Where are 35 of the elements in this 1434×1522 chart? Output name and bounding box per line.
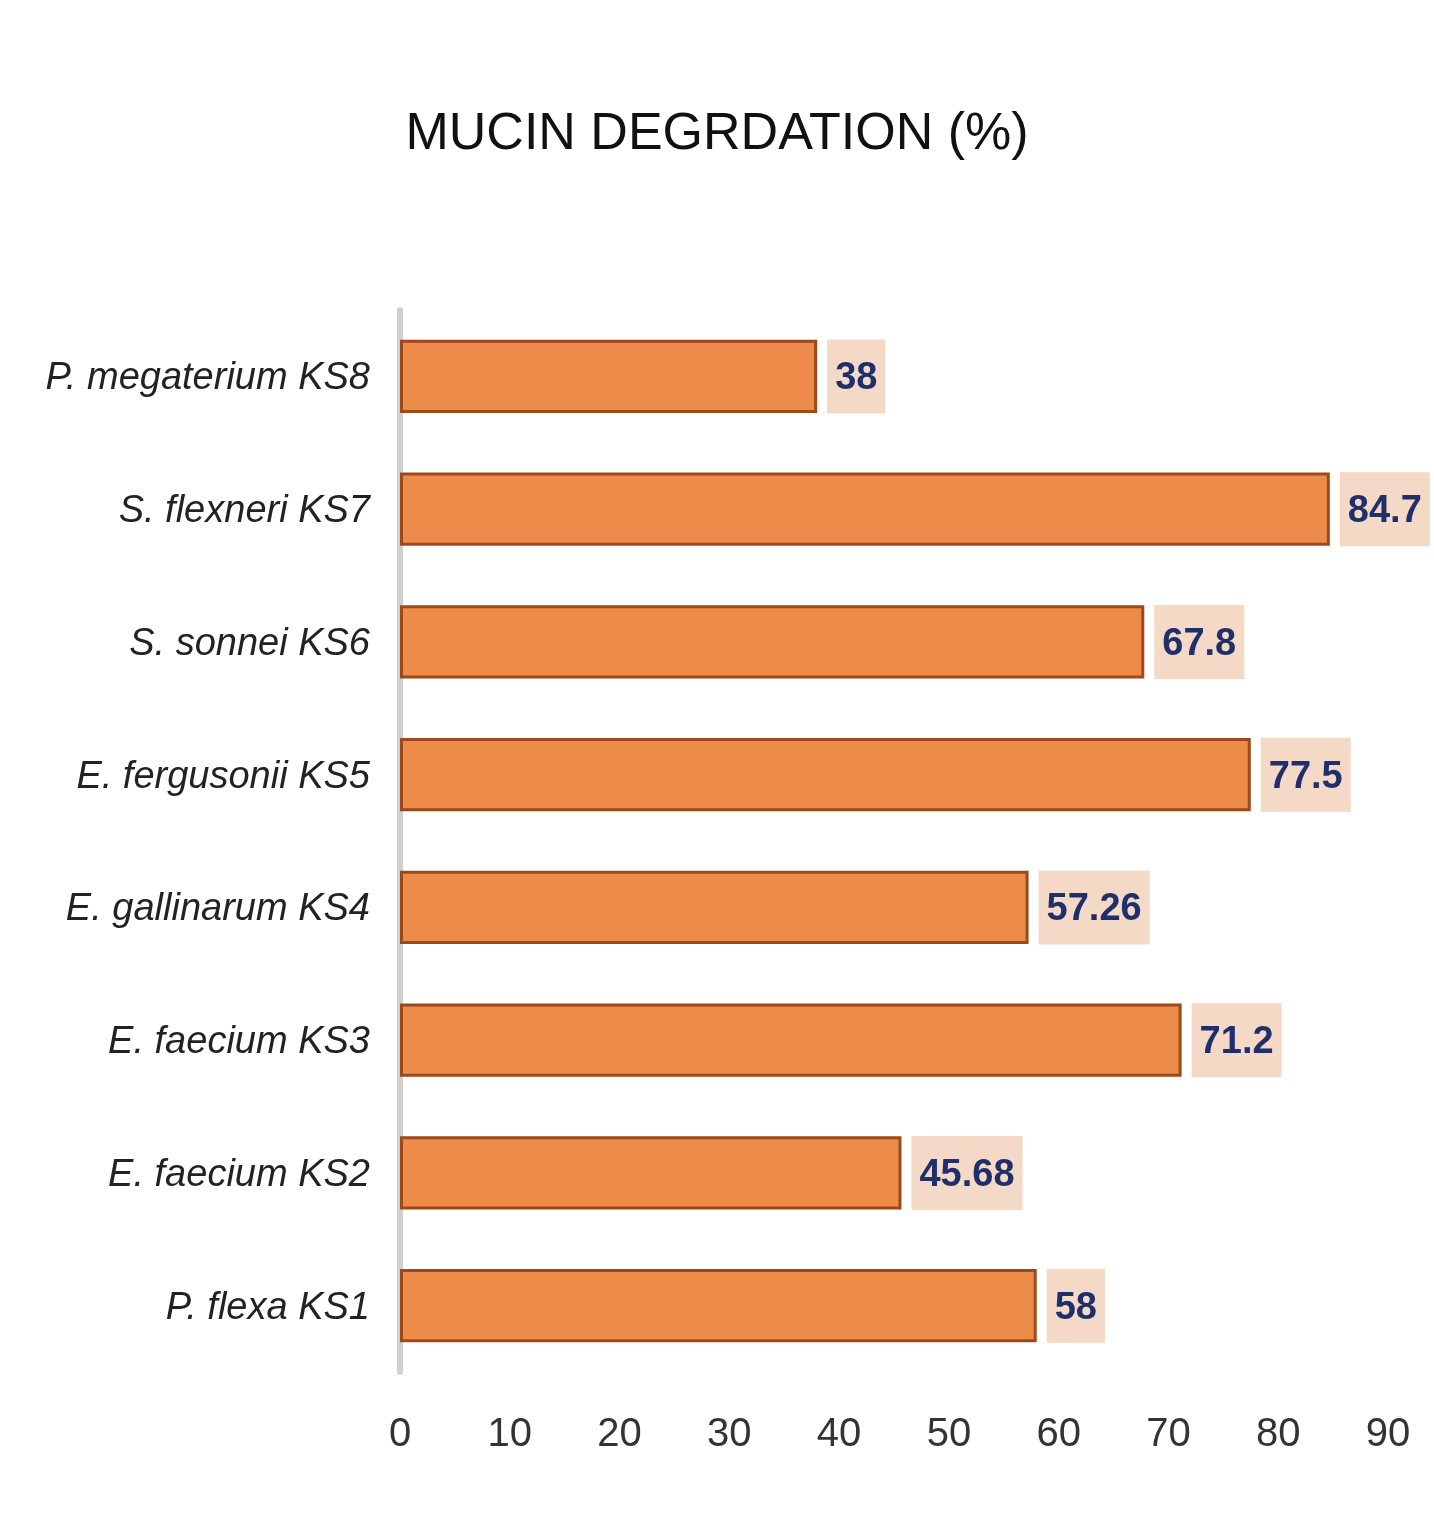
y-tick-label: E. gallinarum KS4 bbox=[65, 886, 370, 929]
x-tick-label: 20 bbox=[597, 1410, 642, 1454]
y-tick-label: E. faecium KS2 bbox=[108, 1151, 370, 1194]
y-tick-label: P. megaterium KS8 bbox=[45, 355, 370, 398]
data-label: 58 bbox=[1054, 1284, 1097, 1327]
x-tick-label: 70 bbox=[1146, 1410, 1191, 1454]
x-tick-label: 60 bbox=[1036, 1410, 1081, 1454]
x-tick-label: 50 bbox=[926, 1410, 972, 1454]
y-tick-label: E. fergusonii KS5 bbox=[76, 753, 371, 796]
bar bbox=[400, 605, 1145, 679]
x-tick-label: 0 bbox=[388, 1410, 412, 1454]
data-label: 38 bbox=[835, 355, 878, 398]
x-tick-label: 90 bbox=[1365, 1410, 1411, 1454]
bar bbox=[400, 472, 1330, 546]
y-tick-label: P. flexa KS1 bbox=[165, 1284, 370, 1327]
y-tick-label: E. faecium KS3 bbox=[108, 1019, 370, 1062]
bar bbox=[400, 339, 818, 413]
chart-title: MUCIN DEGRDATION (%) bbox=[405, 102, 1029, 160]
bar bbox=[400, 1136, 902, 1210]
x-tick-label: 30 bbox=[707, 1410, 752, 1454]
data-label: 45.68 bbox=[919, 1151, 1015, 1194]
bar bbox=[400, 738, 1251, 812]
bar bbox=[400, 870, 1029, 944]
bar bbox=[400, 1003, 1182, 1077]
x-tick-label: 80 bbox=[1255, 1410, 1301, 1454]
x-tick-label: 40 bbox=[816, 1410, 862, 1454]
data-label: 84.7 bbox=[1347, 488, 1422, 531]
y-tick-label: S. sonnei KS6 bbox=[129, 620, 371, 663]
data-label: 67.8 bbox=[1162, 620, 1237, 663]
y-tick-label: S. flexneri KS7 bbox=[118, 488, 372, 531]
bar bbox=[400, 1269, 1037, 1343]
data-label: 71.2 bbox=[1199, 1019, 1274, 1062]
data-label: 77.5 bbox=[1268, 753, 1343, 796]
x-tick-label: 10 bbox=[487, 1410, 533, 1454]
data-label: 57.26 bbox=[1046, 886, 1142, 929]
